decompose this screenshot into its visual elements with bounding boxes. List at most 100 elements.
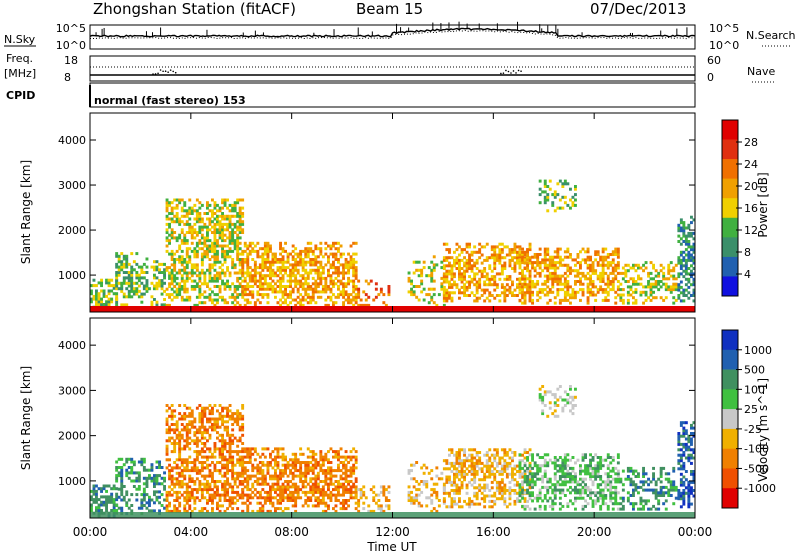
echo-cell (170, 206, 174, 210)
echo-cell (432, 482, 436, 486)
echo-cell (200, 436, 204, 440)
echo-cell (203, 450, 207, 454)
echo-cell (226, 463, 229, 467)
echo-cell (321, 501, 325, 505)
echo-cell (445, 475, 449, 479)
echo-cell (291, 274, 295, 278)
echo-cell (256, 463, 260, 467)
echo-cell (190, 409, 194, 413)
echo-cell (231, 293, 235, 297)
echo-cell (503, 486, 507, 490)
echo-cell (649, 277, 653, 281)
echo-cell (511, 451, 514, 454)
echo-cell (493, 258, 497, 262)
echo-cell (158, 490, 161, 494)
echo-cell (679, 272, 683, 276)
echo-cell (208, 209, 212, 213)
echo-cell (415, 461, 419, 464)
echo-cell (127, 292, 131, 296)
echo-cell (586, 266, 590, 270)
echo-cell (170, 274, 174, 278)
echo-cell (513, 453, 517, 457)
echo-cell (276, 260, 280, 264)
echo-cell (319, 501, 323, 505)
echo-cell (511, 489, 514, 492)
echo-cell (294, 469, 298, 473)
echo-cell (309, 271, 313, 275)
echo-cell (458, 456, 461, 460)
nave-dip-dot (507, 70, 510, 73)
echo-cell (289, 301, 292, 305)
echo-cell (455, 502, 459, 506)
echo-cell (503, 499, 507, 503)
echo-cell (233, 298, 237, 302)
echo-cell (652, 285, 655, 289)
echo-cell (566, 293, 570, 297)
echo-cell (286, 499, 290, 502)
echo-cell (546, 461, 550, 465)
echo-cell (185, 274, 189, 278)
echo-cell (190, 414, 194, 418)
echo-cell (226, 266, 229, 270)
echo-cell (304, 252, 308, 256)
echo-cell (508, 261, 512, 265)
echo-cell (412, 501, 416, 505)
echo-cell (130, 471, 134, 475)
echo-cell (437, 293, 441, 297)
echo-cell (410, 287, 413, 291)
echo-cell (208, 222, 212, 226)
echo-cell (538, 469, 542, 473)
echo-cell (195, 252, 199, 256)
echo-cell (445, 480, 449, 484)
echo-cell (347, 268, 350, 272)
echo-cell (556, 282, 560, 286)
echo-cell (274, 458, 277, 462)
echo-cell (422, 260, 426, 264)
echo-cell (243, 241, 247, 245)
echo-cell (142, 460, 146, 464)
echo-cell (211, 214, 214, 218)
echo-cell (332, 493, 335, 497)
echo-cell (314, 258, 318, 261)
echo-cell (306, 469, 310, 473)
echo-cell (422, 471, 426, 475)
echo-cell (135, 476, 139, 480)
echo-cell (634, 288, 638, 292)
echo-cell (213, 263, 217, 267)
echo-cell (170, 428, 174, 432)
echo-cell (281, 293, 285, 297)
echo-cell (387, 485, 391, 489)
echo-cell (145, 482, 149, 486)
nave-dip-dot (164, 70, 167, 72)
echo-cell (364, 298, 368, 302)
echo-cell (299, 274, 303, 278)
echo-cell (639, 290, 643, 294)
echo-cell (309, 260, 313, 264)
echo-cell (523, 456, 527, 460)
echo-cell (311, 504, 315, 508)
nave-dip-dot (510, 72, 512, 74)
echo-cell (117, 260, 121, 264)
echo-cell (531, 499, 534, 503)
echo-cell (566, 504, 570, 508)
echo-cell (223, 285, 227, 288)
echo-cell (269, 488, 272, 492)
echo-cell (115, 262, 119, 266)
echo-cell (647, 296, 650, 300)
echo-cell (112, 503, 116, 507)
echo-cell (206, 236, 209, 240)
echo-cell (553, 491, 557, 495)
echo-cell (460, 285, 464, 289)
echo-cell (258, 493, 262, 497)
echo-cell (526, 458, 529, 462)
echo-cell (178, 201, 182, 205)
echo-cell (228, 450, 232, 454)
echo-cell (248, 501, 252, 505)
echo-cell (246, 298, 250, 302)
echo-cell (107, 289, 111, 293)
echo-cell (458, 267, 461, 270)
echo-cell (637, 282, 640, 286)
echo-cell (500, 448, 504, 452)
echo-cell (626, 293, 630, 297)
echo-cell (301, 474, 305, 478)
